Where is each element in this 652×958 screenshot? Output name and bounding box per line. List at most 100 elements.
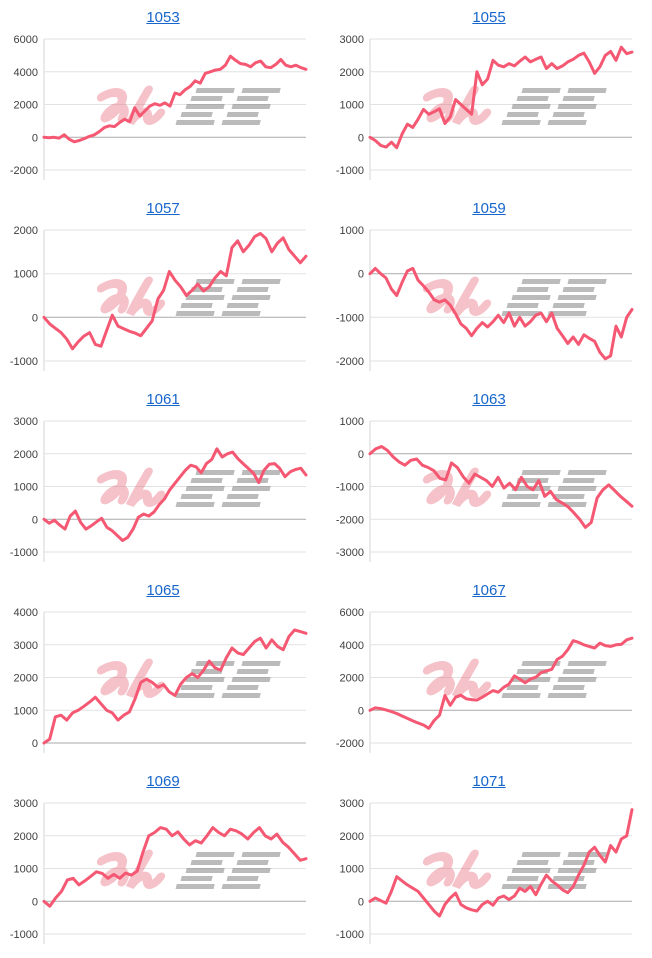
chart-title-link[interactable]: 1067: [472, 582, 506, 599]
chart-title-link[interactable]: 1071: [472, 773, 506, 790]
y-tick-label: 1000: [14, 269, 38, 281]
y-tick-label: 4000: [14, 607, 38, 619]
chart-cell: 1057 2000 1000 0 -1000: [0, 191, 326, 382]
chart-title-link[interactable]: 1053: [146, 9, 180, 26]
y-tick-label: -1000: [10, 356, 38, 368]
chart-cell: 1071 3000 2000 1000 0 -1000: [326, 764, 652, 955]
chart-title: 1059: [326, 191, 652, 220]
chart-title: 1065: [0, 573, 326, 602]
y-tick-label: -3000: [336, 547, 364, 559]
y-tick-label: 0: [358, 269, 364, 281]
minrepo-watermark: [96, 658, 281, 699]
y-tick-label: 2000: [14, 225, 38, 237]
series-line: [42, 232, 308, 351]
y-tick-label: 6000: [14, 34, 38, 46]
chart-title: 1071: [326, 764, 652, 793]
y-tick-label: -1000: [10, 929, 38, 941]
series-line: [368, 45, 634, 150]
y-tick-label: -2000: [336, 738, 364, 750]
y-tick-label: 0: [32, 514, 38, 526]
y-tick-label: -2000: [10, 165, 38, 177]
line-chart: 6000 4000 2000 0 -2000: [336, 607, 634, 753]
line-chart: 4000 3000 2000 1000 0: [14, 607, 308, 753]
chart-cell: 1053 6000 4000 2000 0 -2000: [0, 0, 326, 191]
chart-title: 1061: [0, 382, 326, 411]
y-tick-label: 2000: [14, 831, 38, 843]
chart-cell: 1055 3000 2000 1000 0 -1000: [326, 0, 652, 191]
y-tick-label: 1000: [14, 705, 38, 717]
chart-cell: 1067 6000 4000 2000 0 -2000: [326, 573, 652, 764]
y-tick-label: -2000: [336, 514, 364, 526]
series-line: [42, 826, 308, 908]
chart-title-link[interactable]: 1057: [146, 200, 180, 217]
chart-cell: 1061 3000 2000 1000 0 -1000: [0, 382, 326, 573]
chart-cell: 1065 4000 3000 2000 1000 0: [0, 573, 326, 764]
y-tick-label: 1000: [14, 864, 38, 876]
chart-title-link[interactable]: 1069: [146, 773, 180, 790]
y-tick-label: -1000: [336, 312, 364, 324]
y-tick-label: 2000: [340, 673, 364, 685]
series-line: [368, 266, 634, 361]
y-tick-label: 4000: [340, 640, 364, 652]
minrepo-watermark: [422, 658, 607, 699]
chart-title: 1055: [326, 0, 652, 29]
y-tick-label: 1000: [340, 100, 364, 112]
chart-cell: 1063 1000 0 -1000 -2000 -3000: [326, 382, 652, 573]
series-line: [368, 636, 634, 730]
line-chart: 3000 2000 1000 0 -1000: [10, 416, 308, 562]
y-tick-label: 3000: [14, 416, 38, 428]
line-chart: 1000 0 -1000 -2000 -3000: [336, 416, 634, 562]
line-chart: 2000 1000 0 -1000: [10, 225, 308, 371]
chart-cell: 1069 3000 2000 1000 0 -1000: [0, 764, 326, 955]
chart-title: 1063: [326, 382, 652, 411]
minrepo-watermark: [96, 276, 281, 317]
y-tick-label: 4000: [14, 67, 38, 79]
y-tick-label: -2000: [336, 356, 364, 368]
y-tick-label: 2000: [14, 100, 38, 112]
y-tick-label: 1000: [340, 225, 364, 237]
minrepo-watermark: [96, 85, 281, 126]
y-tick-label: 0: [32, 896, 38, 908]
chart-title-link[interactable]: 1061: [146, 391, 180, 408]
line-chart: 1000 0 -1000 -2000: [336, 225, 634, 371]
y-tick-label: 0: [32, 738, 38, 750]
y-tick-label: 0: [358, 132, 364, 144]
chart-cell: 1059 1000 0 -1000 -2000: [326, 191, 652, 382]
y-tick-label: 2000: [340, 831, 364, 843]
y-tick-label: 1000: [14, 482, 38, 494]
chart-title: 1057: [0, 191, 326, 220]
y-tick-label: 0: [358, 705, 364, 717]
minrepo-watermark: [96, 467, 281, 508]
chart-title: 1053: [0, 0, 326, 29]
y-tick-label: 3000: [14, 798, 38, 810]
minrepo-watermark: [422, 849, 607, 890]
series-line: [368, 445, 634, 529]
y-tick-label: 2000: [14, 449, 38, 461]
y-tick-label: 2000: [340, 67, 364, 79]
y-tick-label: 1000: [340, 416, 364, 428]
chart-title-link[interactable]: 1059: [472, 200, 506, 217]
line-chart: 3000 2000 1000 0 -1000: [336, 34, 634, 180]
y-tick-label: 3000: [14, 640, 38, 652]
chart-title-link[interactable]: 1063: [472, 391, 506, 408]
y-tick-label: 3000: [340, 798, 364, 810]
y-tick-label: 0: [32, 312, 38, 324]
y-tick-label: 0: [358, 449, 364, 461]
line-chart: 3000 2000 1000 0 -1000: [10, 798, 308, 944]
minrepo-watermark: [422, 276, 607, 317]
y-tick-label: -1000: [336, 482, 364, 494]
y-tick-label: 0: [358, 896, 364, 908]
y-tick-label: 3000: [340, 34, 364, 46]
y-tick-label: -1000: [336, 929, 364, 941]
y-tick-label: -1000: [10, 547, 38, 559]
chart-title-link[interactable]: 1065: [146, 582, 180, 599]
y-tick-label: 1000: [340, 864, 364, 876]
chart-title-link[interactable]: 1055: [472, 9, 506, 26]
series-line: [42, 628, 308, 745]
y-tick-label: -1000: [336, 165, 364, 177]
y-tick-label: 0: [32, 132, 38, 144]
minrepo-watermark: [96, 849, 281, 890]
line-chart: 6000 4000 2000 0 -2000: [10, 34, 308, 180]
chart-title: 1067: [326, 573, 652, 602]
